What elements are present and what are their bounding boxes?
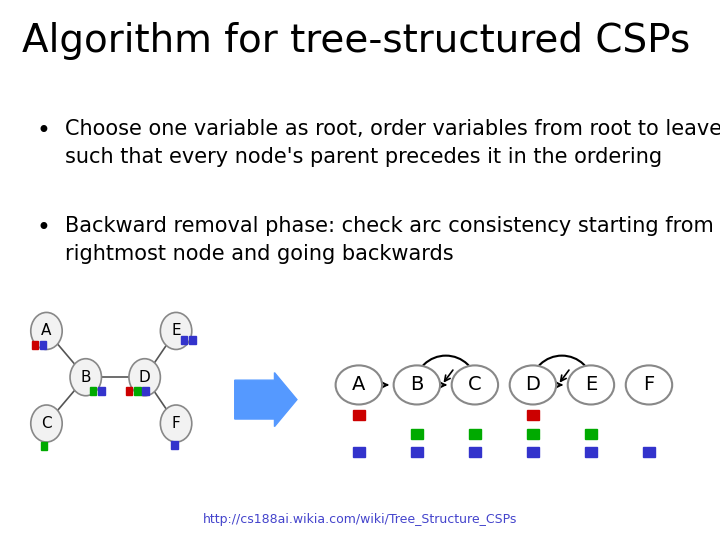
- Circle shape: [31, 313, 62, 349]
- Bar: [189, 336, 196, 344]
- Bar: [527, 429, 539, 438]
- Bar: [90, 387, 96, 395]
- Bar: [40, 341, 47, 348]
- Bar: [181, 336, 187, 344]
- Text: F: F: [644, 375, 654, 394]
- Text: B: B: [410, 375, 423, 394]
- Bar: [585, 448, 597, 457]
- Text: E: E: [171, 323, 181, 339]
- Bar: [469, 448, 481, 457]
- Text: E: E: [585, 375, 597, 394]
- Text: •: •: [36, 216, 50, 240]
- Bar: [171, 441, 178, 449]
- Bar: [32, 341, 38, 348]
- Text: C: C: [468, 375, 482, 394]
- Text: http://cs188ai.wikia.com/wiki/Tree_Structure_CSPs: http://cs188ai.wikia.com/wiki/Tree_Struc…: [203, 514, 517, 526]
- Bar: [143, 387, 149, 395]
- Circle shape: [336, 366, 382, 404]
- Circle shape: [394, 366, 440, 404]
- Bar: [411, 448, 423, 457]
- Circle shape: [161, 313, 192, 349]
- Circle shape: [70, 359, 102, 396]
- Text: •: •: [36, 119, 50, 143]
- Circle shape: [626, 366, 672, 404]
- Bar: [527, 448, 539, 457]
- Text: D: D: [139, 370, 150, 384]
- Text: Backward removal phase: check arc consistency starting from the
rightmost node a: Backward removal phase: check arc consis…: [65, 216, 720, 264]
- Bar: [98, 387, 104, 395]
- Text: Algorithm for tree-structured CSPs: Algorithm for tree-structured CSPs: [22, 22, 690, 59]
- Text: Choose one variable as root, order variables from root to leaves
such that every: Choose one variable as root, order varia…: [65, 119, 720, 167]
- Bar: [134, 387, 140, 395]
- Bar: [126, 387, 132, 395]
- Bar: [585, 429, 597, 438]
- Bar: [527, 410, 539, 420]
- Circle shape: [451, 366, 498, 404]
- Text: A: A: [352, 375, 366, 394]
- Text: F: F: [171, 416, 181, 431]
- Circle shape: [129, 359, 161, 396]
- Circle shape: [161, 405, 192, 442]
- Bar: [353, 448, 364, 457]
- Bar: [411, 429, 423, 438]
- FancyArrow shape: [235, 373, 297, 427]
- Bar: [643, 448, 654, 457]
- Circle shape: [568, 366, 614, 404]
- Text: D: D: [526, 375, 540, 394]
- Circle shape: [31, 405, 62, 442]
- Bar: [469, 429, 481, 438]
- Text: A: A: [41, 323, 52, 339]
- Circle shape: [510, 366, 556, 404]
- Bar: [353, 410, 364, 420]
- Text: B: B: [81, 370, 91, 384]
- Text: C: C: [41, 416, 52, 431]
- Bar: [40, 442, 48, 450]
